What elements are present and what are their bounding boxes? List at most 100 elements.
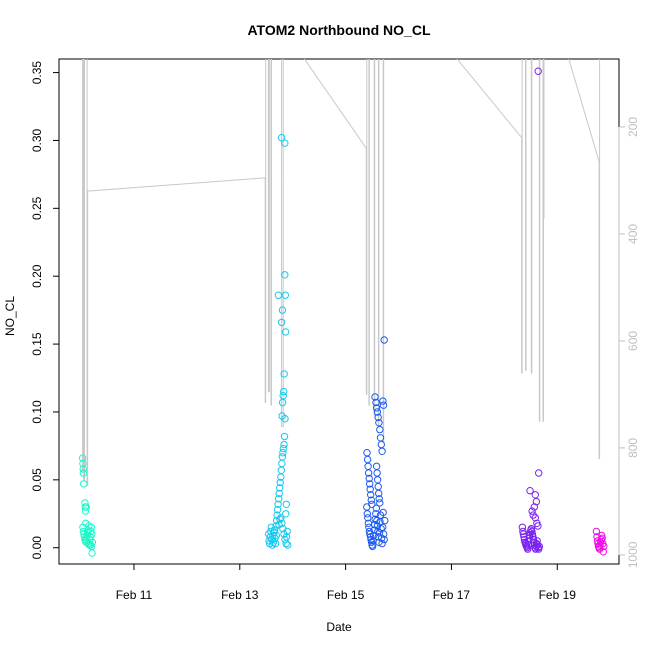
- data-point: [276, 484, 284, 492]
- data-point: [379, 523, 387, 531]
- data-point: [368, 542, 377, 551]
- x-tick-label: Feb 11: [116, 588, 153, 602]
- data-point: [363, 510, 371, 518]
- data-point: [598, 531, 606, 540]
- data-point: [79, 527, 88, 536]
- y-axis-label: NO_CL: [3, 296, 17, 336]
- data-point: [367, 491, 375, 499]
- data-point: [529, 533, 537, 541]
- pressure-overlay-layer: [82, 59, 601, 486]
- data-point: [535, 469, 543, 477]
- data-point: [276, 515, 284, 523]
- y-tick-label: 0.05: [30, 468, 44, 492]
- data-point: [365, 527, 374, 536]
- data-point: [282, 533, 291, 541]
- data-point: [88, 530, 96, 538]
- data-point: [279, 392, 287, 400]
- x-tick-label: Feb 19: [539, 588, 577, 602]
- data-point: [281, 271, 289, 279]
- y-tick-label: 0.20: [30, 264, 44, 288]
- data-point: [528, 507, 536, 515]
- data-point: [283, 527, 291, 536]
- data-point: [280, 440, 288, 449]
- data-point: [88, 549, 96, 557]
- data-point: [380, 530, 388, 538]
- data-point: [374, 413, 382, 422]
- data-point: [78, 454, 87, 462]
- data-point: [534, 541, 542, 549]
- data-point: [531, 514, 539, 522]
- data-point: [520, 535, 529, 544]
- data-point: [372, 504, 380, 512]
- y-tick-label: 0.35: [30, 61, 44, 85]
- data-point: [273, 506, 282, 514]
- series-2: [264, 134, 292, 549]
- y2-tick-label: 600: [626, 331, 640, 351]
- data-point: [278, 412, 286, 420]
- data-point: [519, 527, 527, 536]
- data-point: [528, 527, 536, 536]
- data-point: [271, 539, 280, 548]
- data-point: [279, 444, 288, 453]
- data-point: [368, 500, 376, 508]
- series-4: [518, 67, 543, 553]
- data-point: [375, 419, 383, 427]
- data-point: [380, 535, 388, 544]
- data-point: [274, 291, 283, 299]
- y-tick-label: 0.25: [30, 196, 44, 220]
- data-point: [366, 533, 375, 541]
- data-point: [373, 408, 382, 416]
- data-point: [375, 489, 383, 498]
- data-point: [525, 537, 533, 545]
- points-layer: [78, 67, 608, 557]
- data-point: [367, 496, 375, 504]
- data-point: [281, 291, 289, 299]
- chart-title: ATOM2 Northbound NO_CL: [247, 22, 430, 38]
- data-point: [367, 538, 376, 546]
- y2-tick-label: 200: [626, 117, 640, 137]
- data-point: [274, 500, 282, 508]
- data-point: [85, 522, 93, 530]
- data-point: [378, 447, 386, 455]
- data-point: [600, 542, 608, 551]
- y2-tick-label: 400: [626, 224, 640, 244]
- data-point: [380, 336, 388, 344]
- series-5: [592, 527, 608, 556]
- data-point: [379, 401, 388, 409]
- y2-tick-label: 1000: [626, 541, 640, 568]
- series-3: [363, 336, 389, 551]
- data-point: [370, 531, 378, 540]
- data-point: [272, 531, 280, 540]
- data-point: [373, 516, 381, 525]
- data-point: [79, 469, 88, 477]
- x-axis-label: Date: [326, 620, 352, 634]
- data-point: [269, 538, 278, 546]
- data-point: [278, 453, 287, 461]
- data-point: [378, 539, 386, 548]
- y-tick-label: 0.10: [30, 400, 44, 424]
- x-tick-label: Feb 15: [327, 588, 365, 602]
- data-point: [80, 480, 88, 488]
- data-point: [366, 485, 374, 493]
- data-point: [81, 499, 89, 507]
- series-1: [78, 454, 97, 557]
- data-point: [526, 487, 534, 495]
- data-point: [527, 525, 535, 533]
- data-point: [534, 522, 542, 530]
- data-point: [518, 523, 527, 531]
- data-point: [277, 318, 286, 327]
- data-point: [81, 507, 90, 515]
- data-point: [280, 387, 288, 396]
- data-point: [277, 514, 285, 522]
- data-point: [275, 520, 283, 529]
- data-point: [277, 134, 286, 142]
- data-point: [371, 393, 379, 401]
- data-point: [280, 432, 289, 441]
- data-point: [375, 495, 383, 503]
- data-point: [279, 449, 287, 457]
- y-tick-label: 0.15: [30, 332, 44, 356]
- x-tick-label: Feb 17: [433, 588, 471, 602]
- data-point: [282, 500, 290, 508]
